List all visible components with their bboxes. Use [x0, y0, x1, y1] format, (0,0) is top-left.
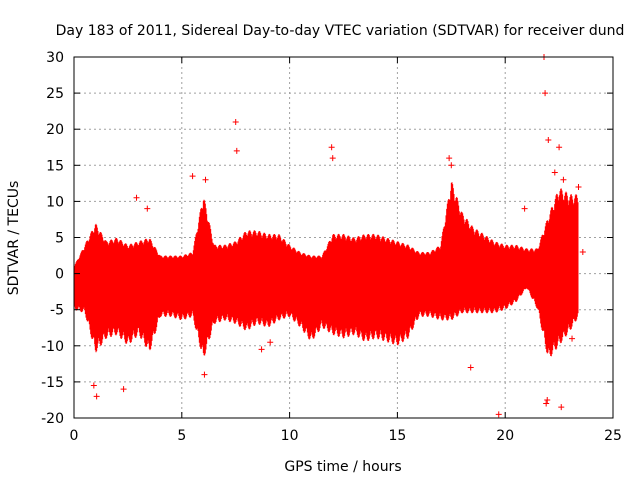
data-point — [93, 393, 100, 400]
y-tick-label: 5 — [55, 231, 64, 247]
data-point — [233, 147, 240, 154]
data-point — [542, 90, 549, 97]
x-tick-label: 25 — [604, 428, 622, 444]
data-point — [467, 364, 474, 371]
data-point — [560, 176, 567, 183]
data-point — [558, 404, 565, 411]
y-axis-label: SDTVAR / TECUs — [6, 181, 22, 296]
data-point — [189, 173, 196, 180]
data-point — [551, 169, 558, 176]
data-point — [90, 382, 97, 389]
x-tick-label: 20 — [496, 428, 514, 444]
data-point — [556, 144, 563, 151]
data-point — [446, 155, 453, 162]
data-point — [202, 176, 209, 183]
y-tick-label: -20 — [41, 411, 64, 427]
axis-ticks: 0 5 10 15 20 25 -20 -15 -10 -5 0 5 10 15 20 25 30 — [41, 50, 622, 444]
y-tick-label: 25 — [46, 86, 64, 102]
data-point — [267, 339, 274, 346]
data-point — [328, 144, 335, 151]
data-point — [495, 411, 502, 418]
y-tick-label: 0 — [55, 267, 64, 283]
data-point — [232, 118, 239, 125]
y-tick-label: -5 — [50, 303, 64, 319]
data-point — [144, 205, 151, 212]
chart-title: Day 183 of 2011, Sidereal Day-to-day VTE… — [56, 23, 625, 39]
x-tick-label: 15 — [388, 428, 406, 444]
data-point — [545, 137, 552, 144]
x-axis-label: GPS time / hours — [284, 459, 401, 475]
y-tick-label: -10 — [41, 339, 64, 355]
data-point — [575, 183, 582, 190]
data-point — [521, 205, 528, 212]
x-tick-label: 0 — [70, 428, 79, 444]
y-tick-label: 20 — [46, 122, 64, 138]
data-layer — [73, 54, 586, 418]
data-point — [258, 346, 265, 353]
y-tick-label: 30 — [46, 50, 64, 66]
x-tick-label: 10 — [281, 428, 299, 444]
data-point — [120, 386, 127, 393]
data-point — [544, 396, 551, 403]
y-tick-label: 10 — [46, 194, 64, 210]
y-tick-label: 15 — [46, 158, 64, 174]
grid-lines — [74, 57, 613, 418]
data-point — [579, 248, 586, 255]
data-point — [448, 162, 455, 169]
data-point — [201, 371, 208, 378]
y-tick-label: -15 — [41, 375, 64, 391]
data-point — [329, 155, 336, 162]
data-point — [569, 335, 576, 342]
data-point — [133, 194, 140, 201]
data-point — [543, 400, 550, 407]
x-tick-label: 5 — [177, 428, 186, 444]
